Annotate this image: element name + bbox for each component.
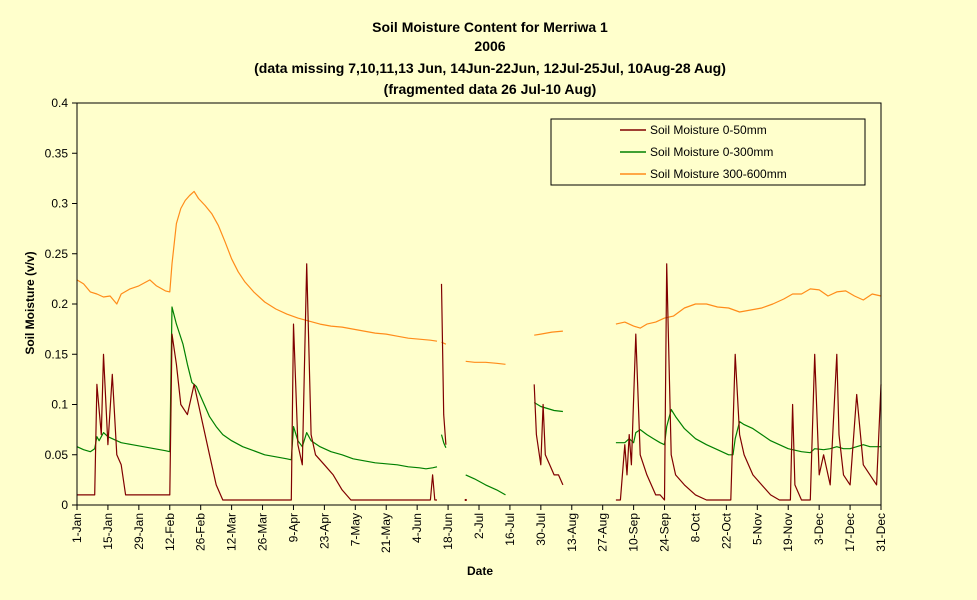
y-tick-label: 0.25 bbox=[45, 247, 69, 261]
series-line-segment bbox=[440, 283, 447, 445]
x-tick-label: 31-Dec bbox=[874, 513, 888, 552]
x-tick-label: 19-Nov bbox=[781, 513, 795, 552]
series-line-segment bbox=[77, 263, 437, 501]
series-line-segment bbox=[533, 384, 564, 486]
chart-title-year: 2006 bbox=[474, 38, 505, 54]
x-tick-label: 3-Dec bbox=[812, 513, 826, 545]
series-line-segment bbox=[615, 263, 882, 501]
legend-label-0-50mm: Soil Moisture 0-50mm bbox=[650, 123, 767, 137]
x-tick-label: 4-Jun bbox=[410, 513, 424, 543]
x-tick-label: 29-Jan bbox=[132, 513, 146, 550]
series-point bbox=[464, 498, 467, 501]
x-tick-label: 27-Aug bbox=[596, 513, 610, 552]
x-tick-label: 8-Oct bbox=[688, 512, 702, 542]
y-axis-ticks: 0 0.05 0.1 0.15 0.2 0.25 0.3 0.35 0.4 bbox=[45, 96, 77, 512]
y-tick-label: 0.35 bbox=[45, 146, 69, 160]
y-tick-label: 0.2 bbox=[51, 297, 68, 311]
x-tick-label: 26-Mar bbox=[256, 513, 270, 551]
x-tick-label: 2-Jul bbox=[472, 513, 486, 539]
series-line-segment bbox=[534, 330, 563, 336]
x-tick-label: 10-Sep bbox=[627, 513, 641, 552]
series-line-segment bbox=[615, 408, 881, 456]
x-tick-label: 22-Oct bbox=[719, 512, 733, 549]
series-line-segment bbox=[533, 401, 563, 413]
legend-label-300-600mm: Soil Moisture 300-600mm bbox=[650, 167, 787, 181]
x-tick-label: 13-Aug bbox=[565, 513, 579, 552]
chart-title: Soil Moisture Content for Merriwa 1 bbox=[372, 19, 608, 35]
series-layer bbox=[76, 190, 882, 501]
y-axis-label: Soil Moisture (v/v) bbox=[23, 251, 37, 354]
y-tick-label: 0.4 bbox=[51, 96, 68, 110]
series-line-segment bbox=[615, 288, 882, 329]
chart-subtitle-fragmented: (fragmented data 26 Jul-10 Aug) bbox=[384, 81, 597, 97]
x-tick-label: 7-May bbox=[348, 513, 362, 546]
x-tick-label: 24-Sep bbox=[658, 513, 672, 552]
series-line-segment bbox=[440, 434, 447, 448]
legend: Soil Moisture 0-50mm Soil Moisture 0-300… bbox=[550, 118, 866, 186]
x-tick-label: 23-Apr bbox=[317, 513, 331, 549]
y-tick-label: 0.05 bbox=[45, 448, 69, 462]
x-tick-label: 17-Dec bbox=[843, 513, 857, 552]
x-tick-label: 12-Feb bbox=[163, 513, 177, 551]
series-soil-moisture-0-50mm bbox=[77, 263, 882, 501]
y-tick-label: 0.1 bbox=[51, 398, 68, 412]
x-tick-label: 30-Jul bbox=[534, 513, 548, 546]
chart-title-block: Soil Moisture Content for Merriwa 1 2006… bbox=[254, 19, 726, 97]
x-tick-label: 9-Apr bbox=[286, 513, 300, 542]
x-tick-label: 26-Feb bbox=[194, 513, 208, 551]
chart-subtitle-missing: (data missing 7,10,11,13 Jun, 14Jun-22Ju… bbox=[254, 60, 726, 76]
x-tick-label: 15-Jan bbox=[101, 513, 115, 550]
x-axis-ticks: 1-Jan 15-Jan 29-Jan 12-Feb 26-Feb 12-Mar 26-Ma… bbox=[70, 505, 888, 553]
series-line-segment bbox=[465, 360, 506, 365]
x-tick-label: 1-Jan bbox=[70, 513, 84, 543]
y-tick-label: 0 bbox=[61, 498, 68, 512]
y-tick-label: 0.3 bbox=[51, 197, 68, 211]
legend-label-0-300mm: Soil Moisture 0-300mm bbox=[650, 145, 773, 159]
legend-box bbox=[550, 118, 866, 186]
series-line-segment bbox=[76, 190, 438, 342]
x-tick-label: 18-Jun bbox=[441, 513, 455, 550]
x-axis-label: Date bbox=[467, 564, 493, 578]
series-line-segment bbox=[465, 474, 506, 496]
series-line-segment bbox=[76, 306, 438, 470]
y-tick-label: 0.15 bbox=[45, 347, 69, 361]
x-tick-label: 12-Mar bbox=[225, 513, 239, 551]
x-tick-label: 5-Nov bbox=[750, 513, 764, 545]
series-soil-moisture-300-600mm bbox=[76, 190, 882, 365]
x-tick-label: 16-Jul bbox=[503, 513, 517, 546]
x-tick-label: 21-May bbox=[379, 513, 393, 553]
series-soil-moisture-0-300mm bbox=[76, 306, 881, 496]
